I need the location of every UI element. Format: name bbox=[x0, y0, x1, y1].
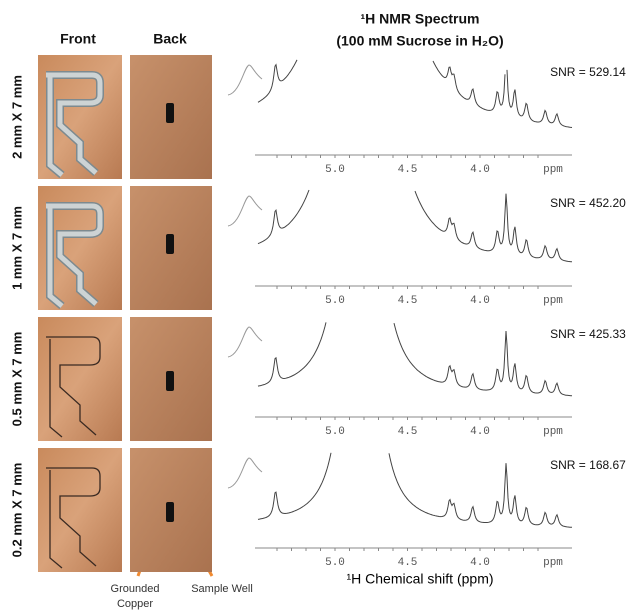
unit-label: ppm bbox=[543, 426, 563, 438]
tick-label: 4.5 bbox=[398, 295, 418, 307]
tick-label: 5.0 bbox=[325, 295, 345, 307]
snr-label: SNR = 529.14 bbox=[550, 65, 626, 79]
sample-well bbox=[166, 502, 174, 522]
back-header: Back bbox=[153, 31, 187, 47]
tick-label: 4.0 bbox=[470, 295, 490, 307]
row-label: 1 mm X 7 mm bbox=[9, 206, 24, 290]
trace bbox=[46, 336, 101, 438]
spectrum bbox=[257, 452, 573, 528]
tick-label: 4.0 bbox=[470, 426, 490, 438]
sample-well bbox=[166, 234, 174, 254]
spectrum-inset bbox=[227, 64, 263, 96]
annotation: Grounded bbox=[111, 583, 160, 595]
row-label: 2 mm X 7 mm bbox=[9, 75, 24, 159]
spectrum-inset bbox=[227, 195, 263, 227]
annotation: Sample Well bbox=[191, 583, 253, 595]
sample-well bbox=[166, 103, 174, 123]
row-label: 0.2 mm X 7 mm bbox=[9, 463, 24, 558]
tick-label: 4.5 bbox=[398, 557, 418, 569]
spectrum bbox=[257, 59, 573, 128]
spectrum bbox=[257, 322, 573, 397]
tick-label: 5.0 bbox=[325, 426, 345, 438]
trace bbox=[46, 467, 101, 569]
annotation: Copper bbox=[117, 598, 153, 610]
spectrum-inset bbox=[227, 326, 263, 358]
row-label: 0.5 mm X 7 mm bbox=[9, 332, 24, 427]
unit-label: ppm bbox=[543, 164, 563, 176]
unit-label: ppm bbox=[543, 295, 563, 307]
unit-label: ppm bbox=[543, 557, 563, 569]
trace bbox=[46, 72, 103, 177]
sample-well bbox=[166, 371, 174, 391]
tick-label: 4.0 bbox=[470, 557, 490, 569]
snr-label: SNR = 425.33 bbox=[550, 327, 626, 341]
x-axis-label: ¹H Chemical shift (ppm) bbox=[346, 571, 493, 587]
title: ¹H NMR Spectrum bbox=[360, 11, 479, 27]
front-header: Front bbox=[60, 31, 96, 47]
snr-label: SNR = 452.20 bbox=[550, 196, 626, 210]
spectrum-inset bbox=[227, 457, 263, 489]
spectrum bbox=[257, 189, 573, 263]
snr-label: SNR = 168.67 bbox=[550, 458, 626, 472]
trace bbox=[46, 203, 103, 308]
tick-label: 4.0 bbox=[470, 164, 490, 176]
tick-label: 5.0 bbox=[325, 557, 345, 569]
tick-label: 4.5 bbox=[398, 164, 418, 176]
subtitle: (100 mM Sucrose in H₂O) bbox=[336, 33, 503, 49]
tick-label: 4.5 bbox=[398, 426, 418, 438]
tick-label: 5.0 bbox=[325, 164, 345, 176]
